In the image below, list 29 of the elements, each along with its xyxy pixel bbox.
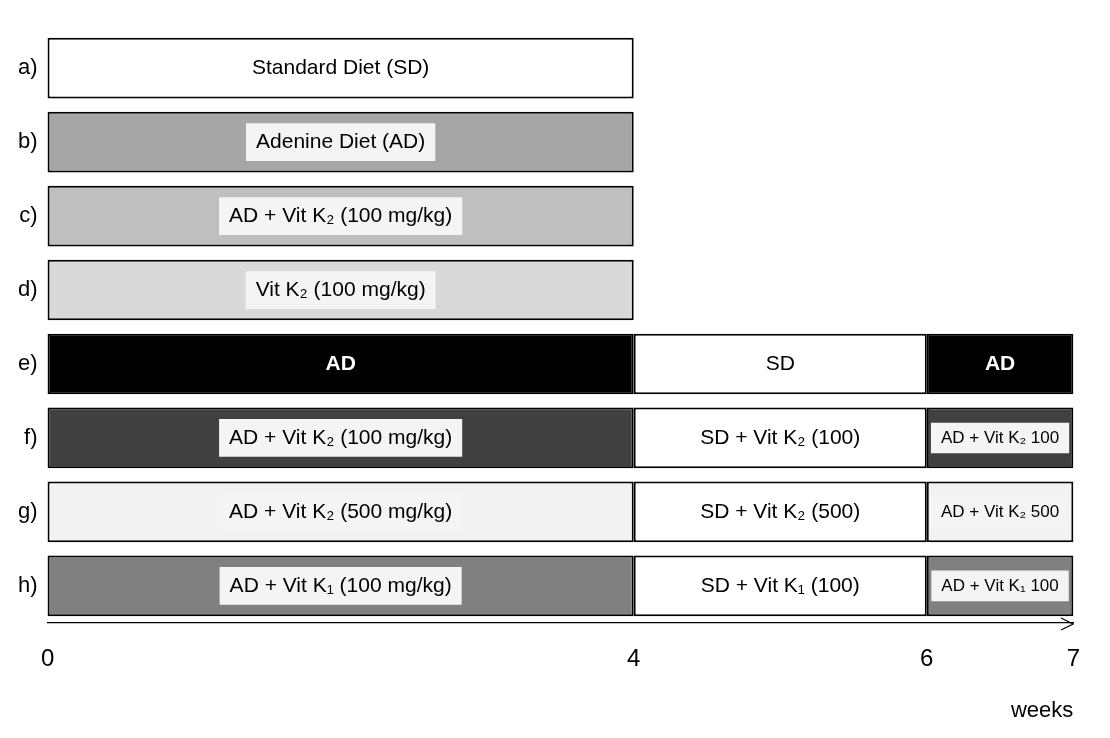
y-tick-label: e) [18,350,38,376]
annotation: AD [984,350,1016,374]
y-tick-label: f) [24,423,38,449]
annotation: SD + Vit K₁ (100) [700,572,860,596]
annotation: AD + Vit K₂ (500 mg/kg) [229,498,453,522]
y-tick-label: g) [18,497,38,523]
annotation: AD + Vit K₂ (100 mg/kg) [229,202,453,226]
annotation: SD [765,350,795,374]
annotation: AD + Vit K₁ (100 mg/kg) [229,572,452,596]
y-tick-label: d) [18,276,38,302]
x-tick-label: 0 [40,643,55,671]
annotation: Vit K₂ (100 mg/kg) [255,276,426,300]
annotation: AD + Vit K₂ (100 mg/kg) [229,424,453,448]
annotation: SD + Vit K₂ (500) [700,498,861,522]
y-tick-label: c) [19,202,38,228]
annotation: SD + Vit K₂ (100) [700,424,861,448]
x-tick-label: 6 [920,643,934,671]
y-tick-label: a) [18,54,38,80]
y-tick-label: h) [18,571,38,597]
annotation: Standard Diet (SD) [251,54,430,78]
y-tick-label: b) [18,128,38,154]
annotation: AD [325,350,356,374]
x-axis-title: weeks [1009,696,1074,722]
annotation: AD + Vit K₁ 100 [941,575,1059,595]
annotation: Adenine Diet (AD) [256,128,426,152]
x-tick-label: 4 [627,643,641,671]
annotation: AD + Vit K₂ 100 [940,427,1060,447]
annotation: AD + Vit K₂ 500 [940,501,1060,521]
x-tick-label: 7 [1066,643,1081,671]
